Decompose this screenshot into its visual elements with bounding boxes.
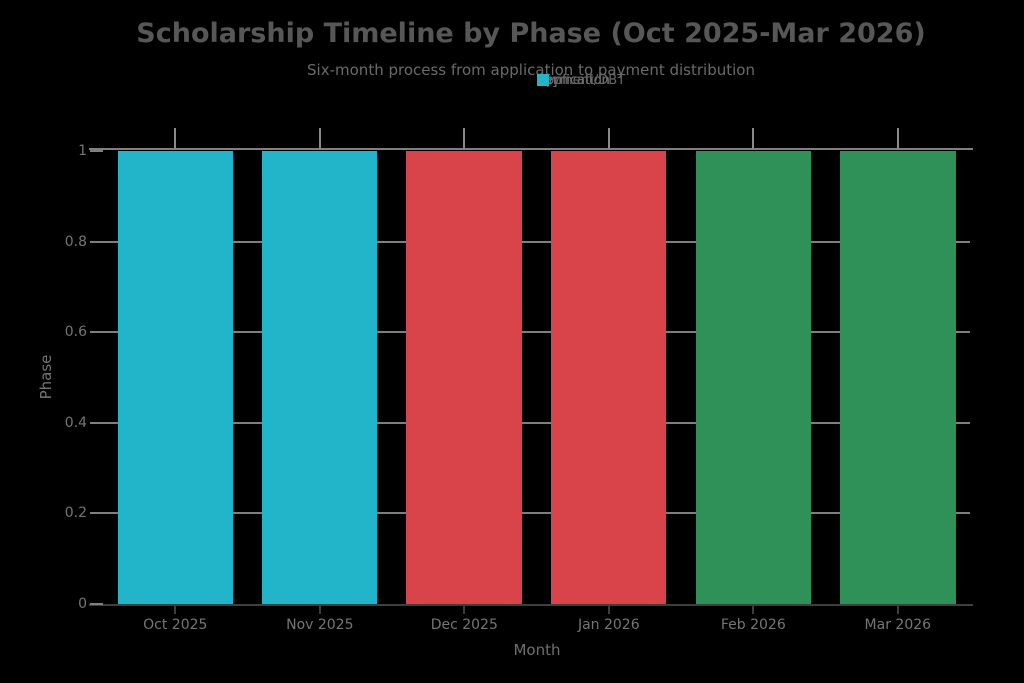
x-tick-feb-2026 [752, 606, 755, 614]
plot-top-line [89, 148, 973, 150]
chart-title: Scholarship Timeline by Phase (Oct 2025-… [136, 18, 926, 49]
x-top-tick-feb-2026 [752, 128, 755, 149]
y-tick-label: 0.6 [64, 324, 87, 341]
x-tick-label: Nov 2025 [286, 617, 354, 633]
legend-item-label: Application [537, 72, 610, 88]
y-tick-label: 1 [78, 143, 87, 159]
y-tick-0.6 [90, 331, 103, 334]
x-top-tick-nov-2025 [318, 128, 321, 149]
plot-area [103, 151, 970, 604]
y-tick-label: 0.4 [64, 414, 87, 431]
gridline-y-0.4 [103, 421, 970, 424]
chart-subtitle: Six-month process from application to pa… [307, 61, 755, 79]
x-tick-label: Oct 2025 [143, 617, 208, 633]
x-tick-mar-2026 [896, 606, 899, 614]
y-tick-0.8 [90, 240, 103, 243]
legend-swatch-application-icon [537, 74, 549, 86]
x-tick-label: Dec 2025 [430, 617, 498, 633]
y-axis-title: Phase [37, 354, 55, 400]
x-axis-title: Month [513, 641, 561, 659]
legend-item-label: Verification [537, 72, 611, 88]
x-tick-label: Feb 2026 [720, 617, 786, 633]
y-tick-0 [90, 603, 103, 605]
gridline-y-0.8 [103, 240, 970, 243]
x-top-tick-mar-2026 [896, 128, 899, 149]
x-tick-oct-2025 [174, 606, 177, 614]
y-tick-label: 0.2 [64, 505, 87, 522]
bar-mar-2026[interactable] [840, 151, 956, 604]
bar-dec-2025[interactable] [406, 151, 522, 604]
x-tick-label: Jan 2026 [577, 617, 640, 633]
x-top-tick-oct-2025 [174, 128, 177, 149]
bar-jan-2026[interactable] [550, 151, 667, 604]
x-tick-nov-2025 [318, 606, 321, 614]
x-axis-line [89, 604, 973, 606]
gridline-y-0.2 [103, 512, 970, 515]
y-tick-label: 0 [78, 596, 87, 612]
bar-oct-2025[interactable] [117, 151, 234, 604]
x-tick-dec-2025 [463, 606, 466, 614]
x-tick-jan-2026 [607, 606, 610, 614]
y-tick-1 [90, 150, 103, 152]
gridline-y-0.6 [103, 331, 970, 334]
y-tick-0.4 [90, 421, 103, 424]
bar-feb-2026[interactable] [695, 151, 812, 604]
y-tick-0.2 [90, 512, 103, 515]
x-tick-label: Mar 2026 [864, 617, 932, 633]
y-tick-label: 0.8 [64, 233, 87, 250]
legend-item-application[interactable]: Application [537, 73, 610, 88]
x-top-tick-jan-2026 [607, 128, 610, 149]
bar-nov-2025[interactable] [261, 151, 378, 604]
x-top-tick-dec-2025 [463, 128, 466, 149]
legend-item-label: Payment/DBT [537, 72, 626, 88]
